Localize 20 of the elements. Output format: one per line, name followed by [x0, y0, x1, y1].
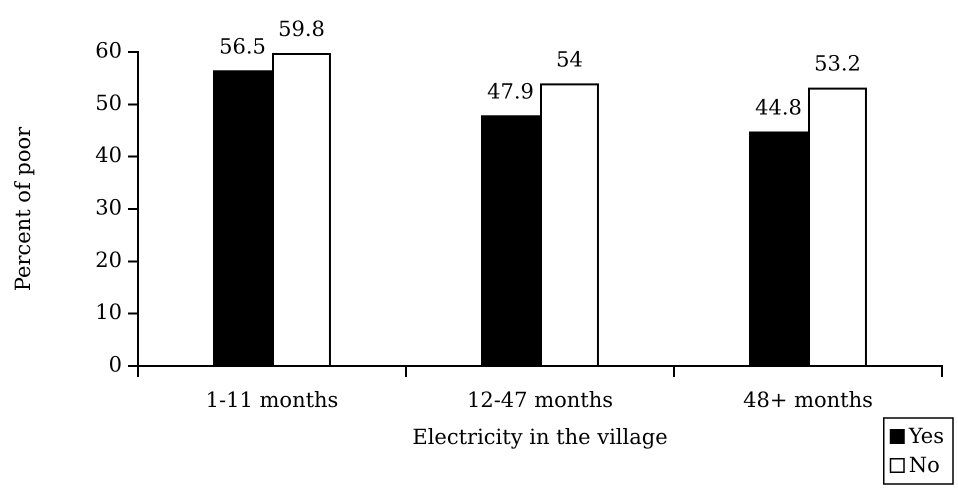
data-label: 53.2: [814, 52, 861, 76]
data-label: 44.8: [755, 96, 802, 120]
x-tick-label: 12-47 months: [466, 388, 614, 412]
y-axis-title: Percent of poor: [11, 126, 36, 292]
x-tick-label: 48+ months: [743, 388, 873, 412]
y-tick-label: 0: [108, 352, 122, 376]
y-tick-label: 10: [95, 300, 122, 324]
y-tick-label: 40: [95, 143, 122, 168]
data-label: 47.9: [487, 79, 534, 104]
x-tick-label: 1-11 months: [206, 388, 338, 412]
legend-label: Yes: [908, 424, 944, 448]
data-label: 54: [556, 47, 583, 72]
legend-label: No: [908, 452, 940, 477]
y-tick-label: 50: [95, 90, 122, 115]
y-tick-label: 30: [95, 195, 122, 220]
x-axis-title: Electricity in the village: [412, 424, 668, 449]
y-tick-label: 20: [95, 248, 122, 272]
y-tick-label: 60: [95, 38, 122, 62]
data-label: 56.5: [219, 34, 266, 58]
data-label: 59.8: [278, 17, 325, 41]
